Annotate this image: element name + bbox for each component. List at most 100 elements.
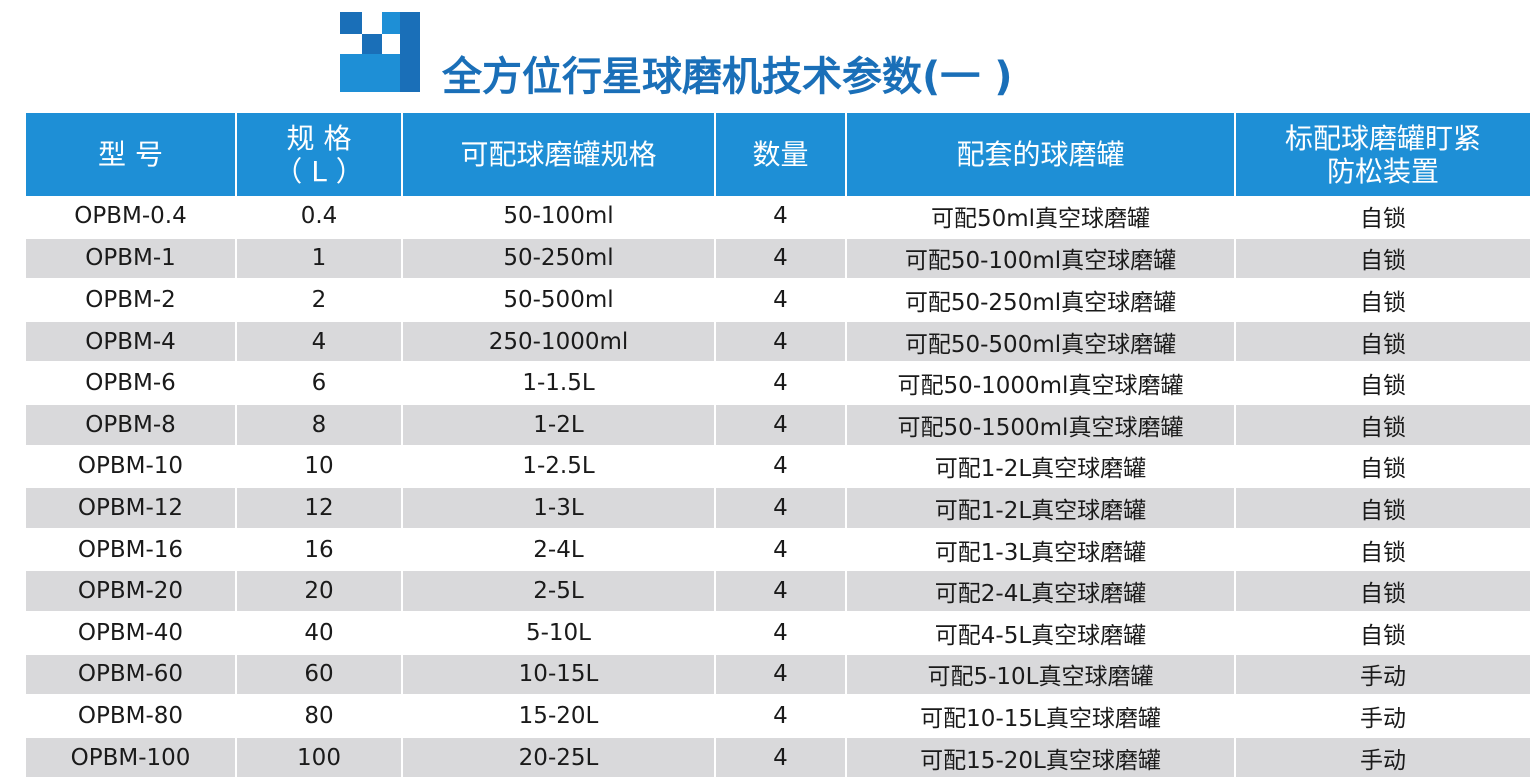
column-header-label: 规 格 bbox=[286, 121, 352, 155]
column-header-label: 配套的球磨罐 bbox=[956, 138, 1125, 171]
locking-device-cell: 自锁 bbox=[1235, 320, 1530, 364]
column-header-label: 可配球磨罐规格 bbox=[460, 138, 657, 171]
table-row: OPBM-1 1 50-250ml 4 可配50-100ml真空球磨罐 自锁 bbox=[26, 237, 1530, 281]
model-cell: OPBM-80 bbox=[26, 695, 237, 738]
table-row: OPBM-16 16 2-4L 4 可配1-3L真空球磨罐 自锁 bbox=[26, 528, 1530, 572]
capacity-cell: 16 bbox=[236, 528, 403, 572]
model-cell: OPBM-40 bbox=[26, 611, 237, 655]
matching-jar-cell: 可配50ml真空球磨罐 bbox=[846, 196, 1236, 239]
jar-spec-cell: 1-1.5L bbox=[402, 362, 716, 405]
column-header-capacity: 规 格（ L ） bbox=[236, 113, 403, 196]
spec-table: 型 号 规 格（ L ） 可配球磨罐规格 数量 配套的球磨罐 标配球磨罐盯紧 防松装置 OP… bbox=[26, 113, 1530, 780]
capacity-cell: 60 bbox=[236, 653, 403, 697]
locking-device-cell: 手动 bbox=[1235, 695, 1530, 738]
quantity-cell: 4 bbox=[715, 362, 847, 405]
column-header-label: 型 号 bbox=[98, 138, 163, 171]
capacity-cell: 8 bbox=[236, 403, 403, 447]
capacity-cell: 12 bbox=[236, 487, 403, 530]
capacity-cell: 0.4 bbox=[236, 196, 403, 239]
model-cell: OPBM-8 bbox=[26, 403, 237, 447]
column-header-label-line2: （ L ） bbox=[274, 154, 364, 188]
jar-spec-cell: 15-20L bbox=[402, 695, 716, 738]
locking-device-cell: 自锁 bbox=[1235, 445, 1530, 489]
capacity-cell: 100 bbox=[236, 736, 403, 780]
model-cell: OPBM-60 bbox=[26, 653, 237, 697]
capacity-cell: 4 bbox=[236, 320, 403, 364]
quantity-cell: 4 bbox=[715, 736, 847, 780]
jar-spec-cell: 50-250ml bbox=[402, 237, 716, 281]
column-header-model: 型 号 bbox=[26, 113, 237, 196]
jar-spec-cell: 50-500ml bbox=[402, 279, 716, 322]
table-row: OPBM-12 12 1-3L 4 可配1-2L真空球磨罐 自锁 bbox=[26, 487, 1530, 530]
model-cell: OPBM-6 bbox=[26, 362, 237, 405]
quantity-cell: 4 bbox=[715, 528, 847, 572]
capacity-cell: 20 bbox=[236, 570, 403, 613]
matching-jar-cell: 可配50-1500ml真空球磨罐 bbox=[846, 403, 1236, 447]
model-cell: OPBM-100 bbox=[26, 736, 237, 780]
quantity-cell: 4 bbox=[715, 445, 847, 489]
locking-device-cell: 自锁 bbox=[1235, 237, 1530, 281]
page-title: 全方位行星球磨机技术参数(一 ) bbox=[442, 54, 1013, 100]
locking-device-cell: 自锁 bbox=[1235, 611, 1530, 655]
model-cell: OPBM-12 bbox=[26, 487, 237, 530]
jar-spec-cell: 1-2L bbox=[402, 403, 716, 447]
model-cell: OPBM-2 bbox=[26, 279, 237, 322]
model-cell: OPBM-10 bbox=[26, 445, 237, 489]
table-row: OPBM-2 2 50-500ml 4 可配50-250ml真空球磨罐 自锁 bbox=[26, 279, 1530, 322]
column-header-jar-spec: 可配球磨罐规格 bbox=[402, 113, 716, 196]
table-row: OPBM-10 10 1-2.5L 4 可配1-2L真空球磨罐 自锁 bbox=[26, 445, 1530, 489]
column-header-quantity: 数量 bbox=[715, 113, 847, 196]
capacity-cell: 2 bbox=[236, 279, 403, 322]
model-cell: OPBM-0.4 bbox=[26, 196, 237, 239]
table-row: OPBM-20 20 2-5L 4 可配2-4L真空球磨罐 自锁 bbox=[26, 570, 1530, 613]
table-header-row: 型 号 规 格（ L ） 可配球磨罐规格 数量 配套的球磨罐 标配球磨罐盯紧 防松装置 bbox=[26, 113, 1530, 196]
matching-jar-cell: 可配50-500ml真空球磨罐 bbox=[846, 320, 1236, 364]
locking-device-cell: 自锁 bbox=[1235, 196, 1530, 239]
table-body: OPBM-0.4 0.4 50-100ml 4 可配50ml真空球磨罐 自锁 OPBM-1 1… bbox=[26, 196, 1530, 780]
capacity-cell: 6 bbox=[236, 362, 403, 405]
locking-device-cell: 自锁 bbox=[1235, 487, 1530, 530]
quantity-cell: 4 bbox=[715, 653, 847, 697]
jar-spec-cell: 1-3L bbox=[402, 487, 716, 530]
table-row: OPBM-100 100 20-25L 4 可配15-20L真空球磨罐 手动 bbox=[26, 736, 1530, 780]
table-row: OPBM-4 4 250-1000ml 4 可配50-500ml真空球磨罐 自锁 bbox=[26, 320, 1530, 364]
model-cell: OPBM-4 bbox=[26, 320, 237, 364]
table-row: OPBM-60 60 10-15L 4 可配5-10L真空球磨罐 手动 bbox=[26, 653, 1530, 697]
matching-jar-cell: 可配50-1000ml真空球磨罐 bbox=[846, 362, 1236, 405]
jar-spec-cell: 2-5L bbox=[402, 570, 716, 613]
table-row: OPBM-80 80 15-20L 4 可配10-15L真空球磨罐 手动 bbox=[26, 695, 1530, 738]
column-header-label: 标配球磨罐盯紧 bbox=[1284, 121, 1481, 155]
column-header-label: 数量 bbox=[752, 138, 809, 171]
locking-device-cell: 自锁 bbox=[1235, 279, 1530, 322]
matching-jar-cell: 可配5-10L真空球磨罐 bbox=[846, 653, 1236, 697]
column-header-matching-jar: 配套的球磨罐 bbox=[846, 113, 1236, 196]
matching-jar-cell: 可配1-2L真空球磨罐 bbox=[846, 445, 1236, 489]
table-row: OPBM-40 40 5-10L 4 可配4-5L真空球磨罐 自锁 bbox=[26, 611, 1530, 655]
locking-device-cell: 手动 bbox=[1235, 736, 1530, 780]
jar-spec-cell: 5-10L bbox=[402, 611, 716, 655]
model-cell: OPBM-16 bbox=[26, 528, 237, 572]
model-cell: OPBM-1 bbox=[26, 237, 237, 281]
table-row: OPBM-8 8 1-2L 4 可配50-1500ml真空球磨罐 自锁 bbox=[26, 403, 1530, 447]
matching-jar-cell: 可配1-3L真空球磨罐 bbox=[846, 528, 1236, 572]
jar-spec-cell: 250-1000ml bbox=[402, 320, 716, 364]
matching-jar-cell: 可配15-20L真空球磨罐 bbox=[846, 736, 1236, 780]
column-header-locking-device: 标配球磨罐盯紧 防松装置 bbox=[1235, 113, 1530, 196]
quantity-cell: 4 bbox=[715, 196, 847, 239]
locking-device-cell: 自锁 bbox=[1235, 570, 1530, 613]
capacity-cell: 1 bbox=[236, 237, 403, 281]
table-row: OPBM-6 6 1-1.5L 4 可配50-1000ml真空球磨罐 自锁 bbox=[26, 362, 1530, 405]
matching-jar-cell: 可配2-4L真空球磨罐 bbox=[846, 570, 1236, 613]
matching-jar-cell: 可配1-2L真空球磨罐 bbox=[846, 487, 1236, 530]
quantity-cell: 4 bbox=[715, 237, 847, 281]
title-bar: 全方位行星球磨机技术参数(一 ) bbox=[0, 0, 1537, 112]
jar-spec-cell: 10-15L bbox=[402, 653, 716, 697]
jar-spec-cell: 20-25L bbox=[402, 736, 716, 780]
locking-device-cell: 自锁 bbox=[1235, 403, 1530, 447]
table-row: OPBM-0.4 0.4 50-100ml 4 可配50ml真空球磨罐 自锁 bbox=[26, 196, 1530, 239]
quantity-cell: 4 bbox=[715, 320, 847, 364]
quantity-cell: 4 bbox=[715, 403, 847, 447]
capacity-cell: 10 bbox=[236, 445, 403, 489]
jar-spec-cell: 1-2.5L bbox=[402, 445, 716, 489]
model-cell: OPBM-20 bbox=[26, 570, 237, 613]
